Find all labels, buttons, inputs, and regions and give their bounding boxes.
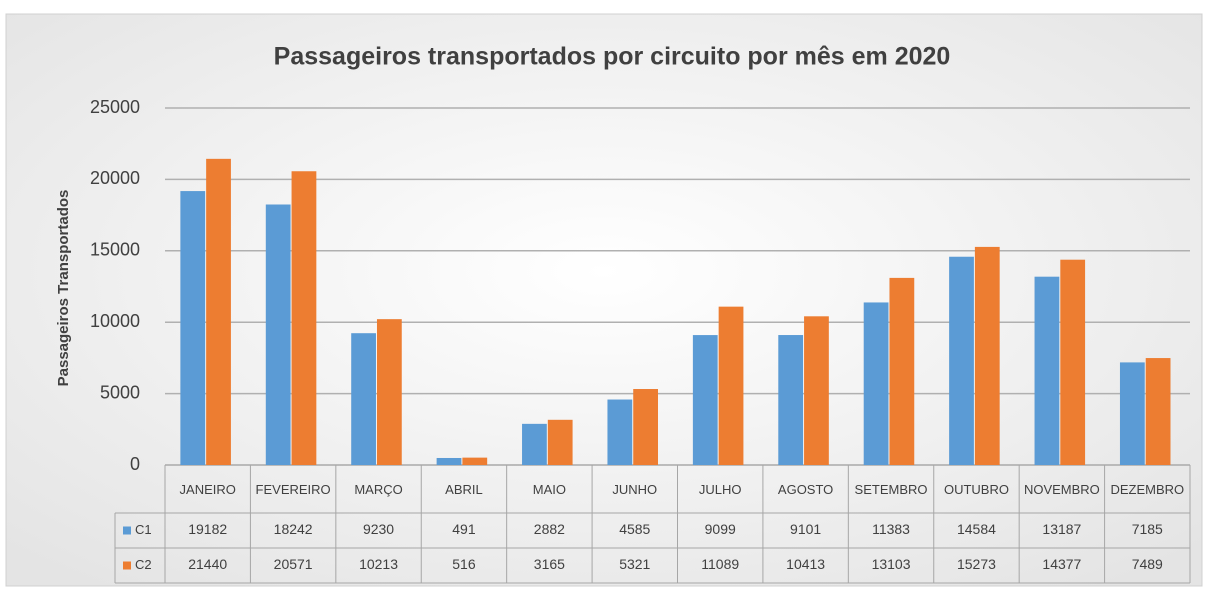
table-value: 9230 — [363, 521, 394, 537]
bar — [778, 335, 804, 465]
x-tick-label: DEZEMBRO — [1110, 481, 1185, 497]
x-tick-label-box: JANEIRO — [179, 481, 236, 497]
x-tick-label-box: JUNHO — [612, 481, 658, 497]
bar — [863, 302, 889, 465]
bar — [889, 277, 915, 465]
y-tick-label: 15000 — [90, 240, 140, 260]
bar — [206, 158, 231, 466]
x-tick-label-box: OUTUBRO — [943, 481, 1009, 497]
table-value: 13103 — [872, 556, 911, 572]
x-tick-label-box: FEVEREIRO — [255, 481, 331, 497]
bar — [1119, 362, 1145, 465]
table-value: 20571 — [274, 556, 313, 572]
x-tick-label-box: JULHO — [698, 481, 742, 497]
x-tick-label: AGOSTO — [777, 481, 834, 497]
table-value: 2882 — [534, 521, 565, 537]
y-tick-label: 20000 — [90, 168, 140, 188]
table-value: 14377 — [1042, 556, 1081, 572]
bar — [180, 191, 206, 465]
x-tick-label-box: DEZEMBRO — [1110, 481, 1185, 497]
table-value: 21440 — [188, 556, 227, 572]
x-tick-label: MARÇO — [354, 481, 403, 497]
x-tick-label: FEVEREIRO — [255, 481, 331, 497]
bar — [718, 306, 744, 465]
table-value: 13187 — [1042, 521, 1081, 537]
table-value: 9101 — [790, 521, 821, 537]
y-tick-label: 5000 — [100, 382, 140, 402]
table-value: 18242 — [274, 521, 313, 537]
y-tick-label: 25000 — [90, 97, 140, 117]
bar — [291, 171, 317, 465]
table-value: 7185 — [1132, 521, 1163, 537]
table-value: 19182 — [188, 521, 227, 537]
bar — [522, 423, 547, 465]
x-tick-label: OUTUBRO — [943, 481, 1009, 497]
table-value: 7489 — [1132, 556, 1163, 572]
bar — [804, 316, 829, 465]
x-tick-label: MAIO — [532, 481, 566, 497]
table-value: 10213 — [359, 556, 398, 572]
x-tick-label-box: AGOSTO — [777, 481, 834, 497]
x-tick-label-box: SETEMBRO — [854, 481, 928, 497]
table-value: 516 — [452, 556, 476, 572]
bar — [1034, 276, 1060, 465]
legend-swatch — [123, 526, 131, 535]
bar — [1060, 259, 1086, 465]
bar — [692, 335, 718, 465]
table-value: 14584 — [957, 521, 996, 537]
x-tick-label: JULHO — [698, 481, 742, 497]
bar — [633, 389, 658, 465]
y-axis-label: Passageiros Transportados — [55, 190, 72, 387]
legend-label: C1 — [135, 522, 152, 537]
chart-frame — [5, 13, 1203, 587]
legend-swatch — [123, 561, 131, 570]
table-value: 11089 — [701, 556, 739, 572]
table-value: 10413 — [786, 556, 825, 572]
table-value: 4585 — [619, 521, 650, 537]
bar — [974, 246, 1000, 465]
x-tick-label-box: ABRIL — [445, 481, 483, 497]
x-tick-label-box: MAIO — [532, 481, 566, 497]
x-tick-label-box: NOVEMBRO — [1023, 481, 1100, 497]
x-tick-label: ABRIL — [445, 481, 483, 497]
table-value: 9099 — [705, 521, 736, 537]
bar — [265, 204, 291, 465]
table-value: 15273 — [957, 556, 996, 572]
x-tick-label-box: MARÇO — [354, 481, 403, 497]
legend-label: C2 — [135, 557, 152, 572]
x-tick-label: NOVEMBRO — [1023, 481, 1100, 497]
bar — [607, 399, 633, 465]
table-value: 11383 — [872, 521, 910, 537]
y-tick-label: 0 — [130, 454, 140, 474]
bar — [376, 319, 402, 465]
bar — [547, 419, 573, 465]
chart-title: Passageiros transportados por circuito p… — [274, 43, 951, 71]
bar — [1145, 358, 1171, 465]
bar — [351, 333, 376, 465]
y-tick-label: 10000 — [90, 311, 140, 331]
bar — [462, 457, 488, 465]
table-value: 3165 — [534, 556, 565, 572]
table-value: 5321 — [619, 556, 650, 572]
bar — [436, 457, 462, 465]
table-value: 491 — [452, 521, 476, 537]
x-tick-label: JANEIRO — [179, 481, 236, 497]
bar — [949, 256, 974, 465]
x-tick-label: JUNHO — [612, 481, 658, 497]
x-tick-label: SETEMBRO — [854, 481, 928, 497]
